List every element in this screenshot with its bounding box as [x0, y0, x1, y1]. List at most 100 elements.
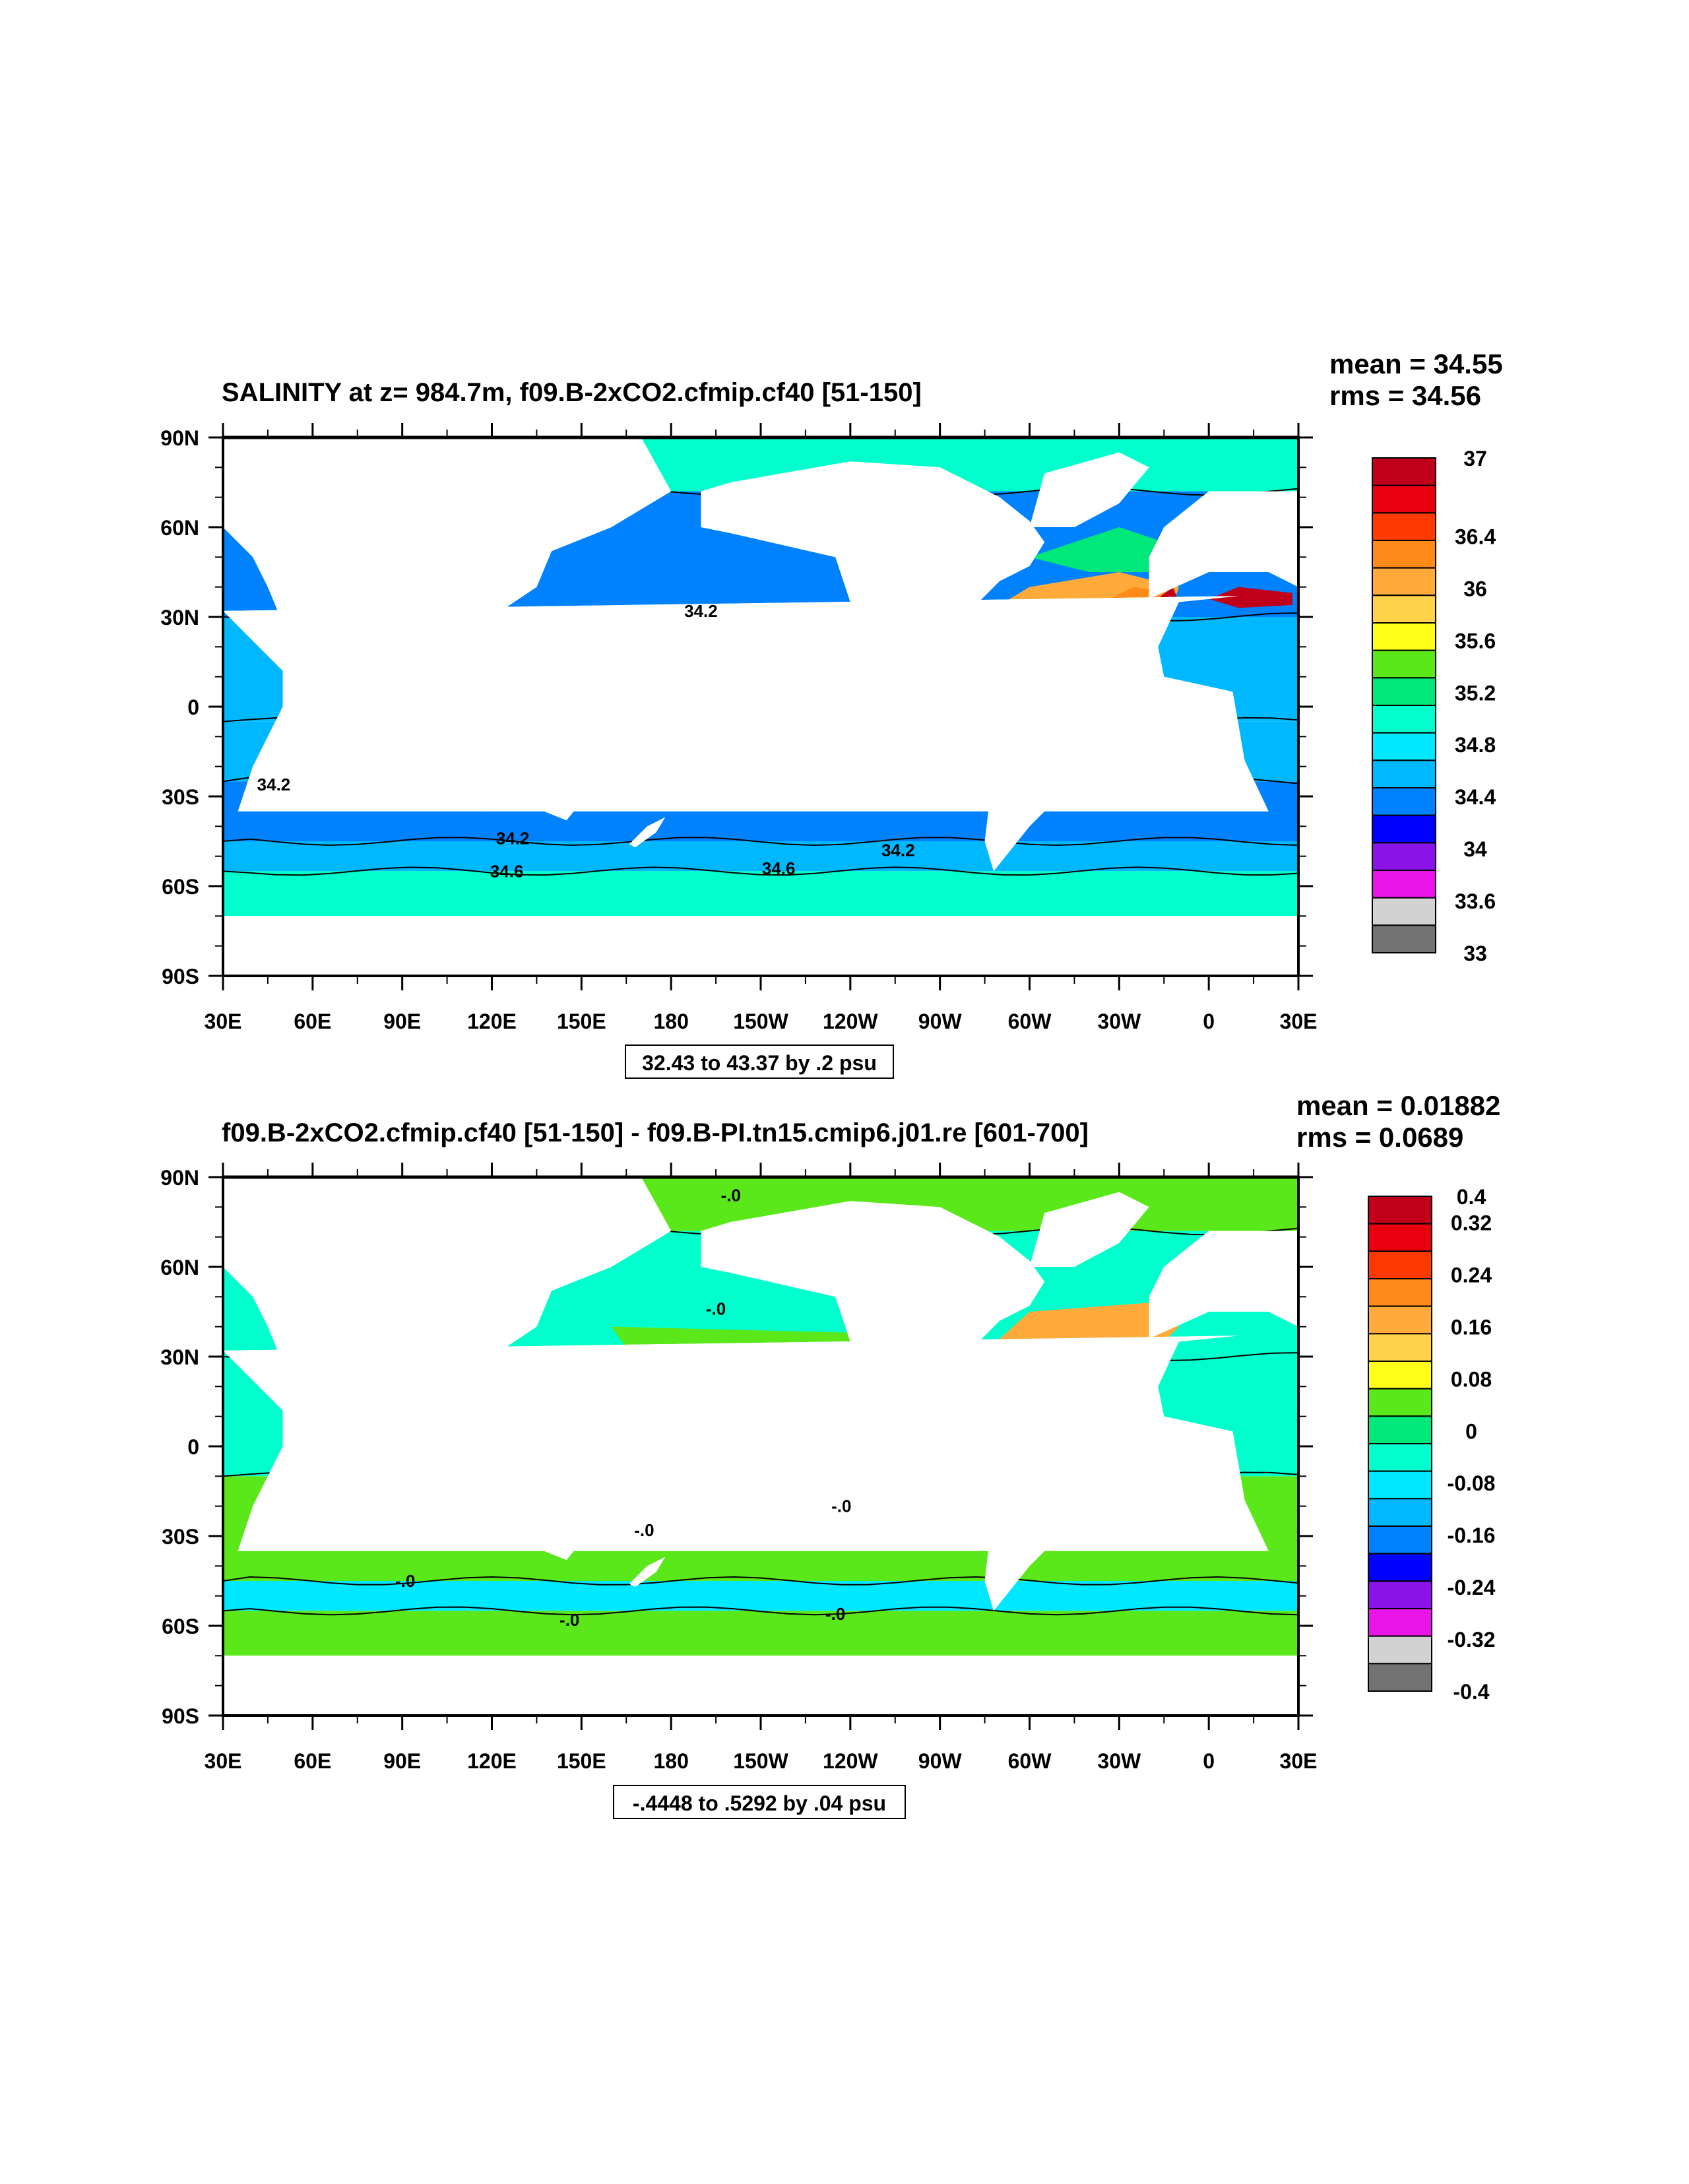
- colorbar-swatch: [1372, 924, 1436, 954]
- colorbar-swatch: [1372, 540, 1436, 569]
- colorbar-label: 33.6: [1455, 889, 1496, 913]
- range-note-box: [625, 1044, 894, 1079]
- contour-label: -.0: [559, 1610, 579, 1630]
- colorbar-swatch: [1372, 594, 1436, 624]
- land-mask: [474, 739, 590, 821]
- x-tick-label: 0: [1203, 1010, 1215, 1033]
- land-mask: [417, 688, 582, 731]
- ocean-field: [223, 437, 1298, 976]
- colorbar-label: 34.4: [1455, 785, 1496, 809]
- contour-label: 34.6: [762, 858, 796, 878]
- colorbar-label: 34.8: [1455, 733, 1496, 757]
- colorbar: 0.40.32 0.24 0.16 0.08 0 -0.08 -0.16 -0.24 -0.32…: [1368, 1185, 1496, 1704]
- x-tick-label: 60E: [294, 1749, 331, 1773]
- y-tick-label: 30N: [160, 1345, 199, 1369]
- colorbar-swatch: [1368, 1388, 1432, 1417]
- map-area: 34.2 34.2 34.2 34.2 34.6 34.6 90N 60N 30N 0 30S 60S…: [160, 423, 1317, 1033]
- map-area: -.0 -.0 -.0 -.0 -.0 -.0 -.0 90N 60N 30N 0 30S 60S 90S…: [160, 1163, 1317, 1773]
- ocean-zone: [223, 1611, 1298, 1656]
- colorbar-swatch: [1368, 1223, 1432, 1252]
- contour-label: -.0: [706, 1299, 726, 1319]
- x-tick-label: 60E: [294, 1010, 331, 1033]
- colorbar-swatch: [1372, 787, 1436, 816]
- colorbar-swatch: [1372, 484, 1436, 514]
- y-tick-label: 90S: [162, 1704, 199, 1728]
- colorbar-label: 35.6: [1455, 629, 1496, 653]
- y-tick-label: 60N: [160, 516, 199, 540]
- land-mask: [629, 1557, 666, 1588]
- land-mask: [701, 461, 1045, 683]
- colorbar-swatch: [1372, 814, 1436, 844]
- colorbar-swatch: [1372, 567, 1436, 596]
- x-tick-label: 30W: [1097, 1749, 1141, 1773]
- colorbar-label: 0.4: [1457, 1185, 1486, 1209]
- contour-label: -.0: [825, 1604, 845, 1624]
- x-tick-label: 90E: [383, 1010, 421, 1033]
- colorbar-swatch: [1368, 1305, 1432, 1335]
- x-tick-label: 150W: [733, 1010, 788, 1033]
- x-tick-label: 90W: [918, 1749, 963, 1773]
- colorbar-label: -0.08: [1448, 1471, 1496, 1495]
- colorbar-swatch: [1368, 1663, 1432, 1692]
- colorbar-label: 34: [1463, 837, 1487, 861]
- colorbar-swatch: [1368, 1635, 1432, 1665]
- x-tick-label: 0: [1203, 1749, 1215, 1773]
- ocean-field: [223, 1177, 1298, 1716]
- colorbar-swatch: [1368, 1278, 1432, 1307]
- ocean-zone: [223, 871, 1298, 916]
- colorbar-label: -0.32: [1448, 1628, 1496, 1652]
- panel-title: f09.B-2xCO2.cfmip.cf40 [51-150] - f09.B-…: [222, 1118, 1089, 1147]
- x-tick-label: 180: [653, 1749, 688, 1773]
- stat-rms: rms = 34.56: [1329, 380, 1481, 411]
- range-note: 32.43 to 43.37 by .2 psu: [642, 1051, 877, 1075]
- x-tick-label: 120W: [823, 1749, 878, 1773]
- x-tick-label: 120E: [467, 1749, 517, 1773]
- y-tick-label: 60S: [162, 875, 199, 899]
- colorbar-swatch: [1372, 622, 1436, 651]
- contour-line: [223, 866, 1298, 876]
- y-tick-label: 0: [187, 1435, 199, 1459]
- colorbar-label: 37: [1463, 447, 1487, 470]
- land-mask: [1029, 1192, 1149, 1267]
- colorbar-swatch: [1372, 759, 1436, 789]
- contour-line: [223, 837, 1298, 847]
- land-mask: [1149, 1231, 1298, 1339]
- contour-label: 34.2: [881, 841, 915, 860]
- contour-label: 34.2: [257, 775, 291, 794]
- colorbar-label: 33: [1463, 942, 1487, 965]
- colorbar-label: 0.24: [1451, 1263, 1492, 1287]
- contour-line: [223, 1576, 1298, 1586]
- y-tick-label: 90S: [162, 965, 199, 988]
- y-tick-label: 30S: [162, 785, 199, 809]
- colorbar-label: 35.2: [1455, 681, 1496, 705]
- colorbar-swatch: [1368, 1333, 1432, 1363]
- contour-label: -.0: [721, 1185, 741, 1205]
- y-tick-label: 60S: [162, 1615, 199, 1638]
- colorbar-swatch: [1372, 870, 1436, 899]
- colorbar-swatch: [1372, 842, 1436, 872]
- land-mask: [223, 1335, 1269, 1551]
- colorbar-label: 0.32: [1451, 1211, 1492, 1235]
- y-tick-label: 60N: [160, 1256, 199, 1279]
- y-tick-label: 0: [187, 695, 199, 719]
- contour-label: 34.6: [490, 861, 524, 881]
- ocean-zone: [223, 1581, 1298, 1611]
- range-note-box: [613, 1785, 906, 1819]
- colorbar-label: 0.16: [1451, 1315, 1492, 1339]
- colorbar-swatch: [1368, 1250, 1432, 1280]
- land-mask: [223, 1177, 672, 1446]
- x-tick-label: 150W: [733, 1749, 788, 1773]
- x-tick-label: 120W: [823, 1010, 878, 1033]
- contour-line: [223, 1606, 1298, 1616]
- x-tick-label: 30E: [205, 1749, 242, 1773]
- north-atlantic-band: [1029, 527, 1164, 572]
- ocean-zone: [223, 841, 1298, 872]
- colorbar-swatch: [1372, 512, 1436, 541]
- range-note: -.4448 to .5292 by .04 psu: [633, 1791, 886, 1815]
- land-mask: [223, 1655, 1298, 1716]
- y-tick-label: 30S: [162, 1525, 199, 1549]
- contour-label: -.0: [831, 1496, 851, 1516]
- contour-label: -.0: [395, 1571, 415, 1591]
- stat-rms: rms = 0.0689: [1296, 1122, 1463, 1153]
- colorbar-swatch: [1368, 1470, 1432, 1500]
